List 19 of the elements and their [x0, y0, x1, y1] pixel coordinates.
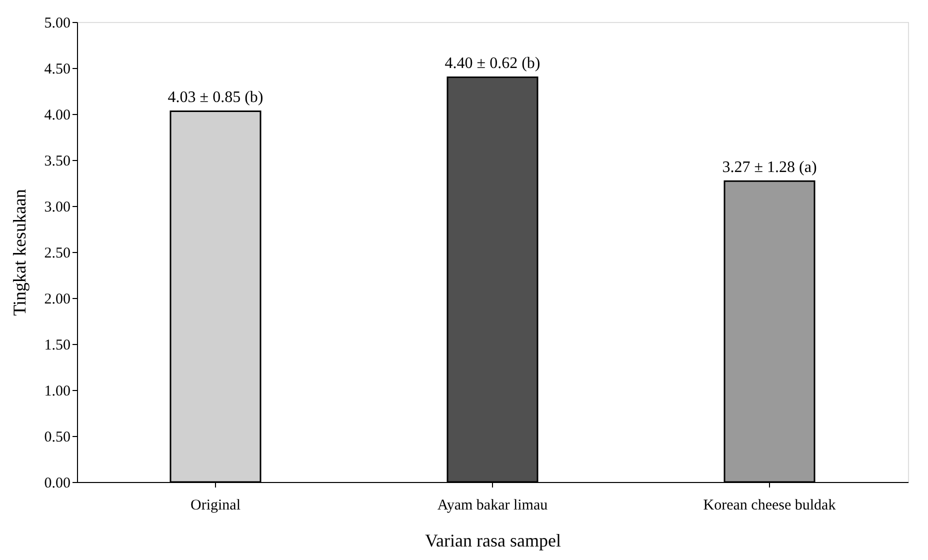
- y-tick-label: 5.00: [44, 16, 70, 32]
- y-tick-label: 4.00: [44, 108, 70, 124]
- y-tick-label: 2.00: [44, 292, 70, 308]
- x-tick-label: Korean cheese buldak: [703, 498, 836, 514]
- data-label: 4.40 ± 0.62 (b): [444, 55, 540, 72]
- x-tick-label: Original: [190, 498, 240, 514]
- x-tick-label: Ayam bakar limau: [437, 498, 548, 514]
- y-tick-label: 4.50: [44, 62, 70, 78]
- y-axis-title: Tingkat kesukaan: [9, 189, 30, 316]
- y-tick-label: 1.00: [44, 384, 70, 400]
- y-tick-label: 0.50: [44, 430, 70, 446]
- y-tick-label: 3.50: [44, 154, 70, 170]
- x-axis-title: Varian rasa sampel: [425, 530, 561, 550]
- data-label: 4.03 ± 0.85 (b): [168, 89, 264, 106]
- y-tick-label: 2.50: [44, 246, 70, 262]
- y-tick-label: 0.00: [44, 476, 70, 492]
- y-tick-label: 3.00: [44, 200, 70, 216]
- y-tick-label: 1.50: [44, 338, 70, 354]
- data-label: 3.27 ± 1.28 (a): [722, 159, 817, 176]
